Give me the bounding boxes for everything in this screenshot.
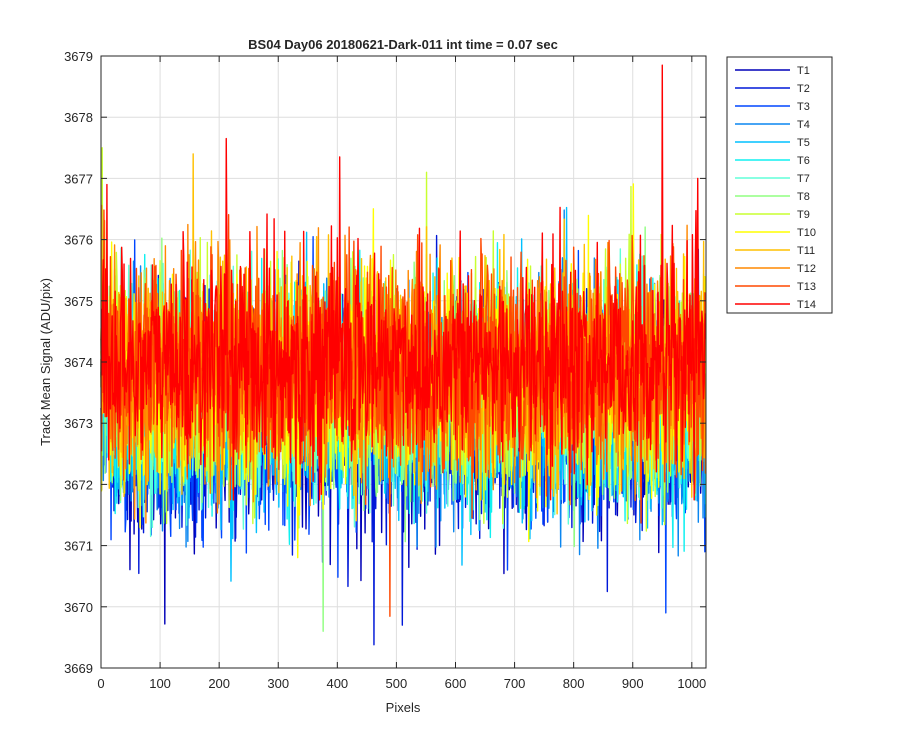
legend-label-t5: T5 xyxy=(797,137,810,149)
legend-label-t13: T13 xyxy=(797,281,816,293)
x-tick-label: 900 xyxy=(622,676,644,691)
legend-box xyxy=(726,56,833,314)
legend-label-t4: T4 xyxy=(797,119,810,131)
legend-label-t10: T10 xyxy=(797,227,816,239)
x-tick-label: 100 xyxy=(149,676,171,691)
x-tick-label: 700 xyxy=(504,676,526,691)
x-tick-label: 1000 xyxy=(677,676,706,691)
x-tick-label: 600 xyxy=(445,676,467,691)
y-tick-label: 3679 xyxy=(64,49,93,64)
legend-label-t2: T2 xyxy=(797,83,810,95)
x-tick-label: 200 xyxy=(208,676,230,691)
x-tick-label: 500 xyxy=(386,676,408,691)
x-tick-label: 400 xyxy=(326,676,348,691)
x-tick-label: 0 xyxy=(97,676,104,691)
y-tick-label: 3674 xyxy=(64,355,93,370)
y-tick-label: 3669 xyxy=(64,661,93,676)
y-tick-label: 3672 xyxy=(64,477,93,492)
x-tick-label: 800 xyxy=(563,676,585,691)
y-tick-label: 3675 xyxy=(64,294,93,309)
x-axis-label: Pixels xyxy=(386,700,421,715)
legend-label-t11: T11 xyxy=(797,245,815,257)
series-lines xyxy=(100,64,707,646)
x-tick-label: 300 xyxy=(267,676,289,691)
legend-label-t6: T6 xyxy=(797,155,810,167)
legend-label-t8: T8 xyxy=(797,191,810,203)
y-tick-label: 3673 xyxy=(64,416,93,431)
y-axis-label: Track Mean Signal (ADU/pix) xyxy=(38,278,53,446)
axis-ticks: 0 100 200 300 400 500 600 700 800 900 1000 3669 3670… xyxy=(64,49,706,691)
series-line-t14 xyxy=(100,64,707,501)
chart-title: BS04 Day06 20180621-Dark-011 int time = … xyxy=(248,37,558,52)
legend-label-t1: T1 xyxy=(797,65,810,77)
y-tick-label: 3676 xyxy=(64,233,93,248)
legend-label-t14: T14 xyxy=(797,299,816,311)
legend-label-t9: T9 xyxy=(797,209,810,221)
legend: T1 T2 T3 T4 T5 T6 T7 T8 T9 T10 T11 T12 T13 T14 xyxy=(726,56,833,314)
y-tick-label: 3671 xyxy=(64,539,93,554)
y-tick-label: 3670 xyxy=(64,600,93,615)
y-tick-label: 3678 xyxy=(64,110,93,125)
y-tick-label: 3677 xyxy=(64,171,93,186)
legend-label-t12: T12 xyxy=(797,263,816,275)
legend-label-t3: T3 xyxy=(797,101,810,113)
legend-label-t7: T7 xyxy=(797,173,810,185)
